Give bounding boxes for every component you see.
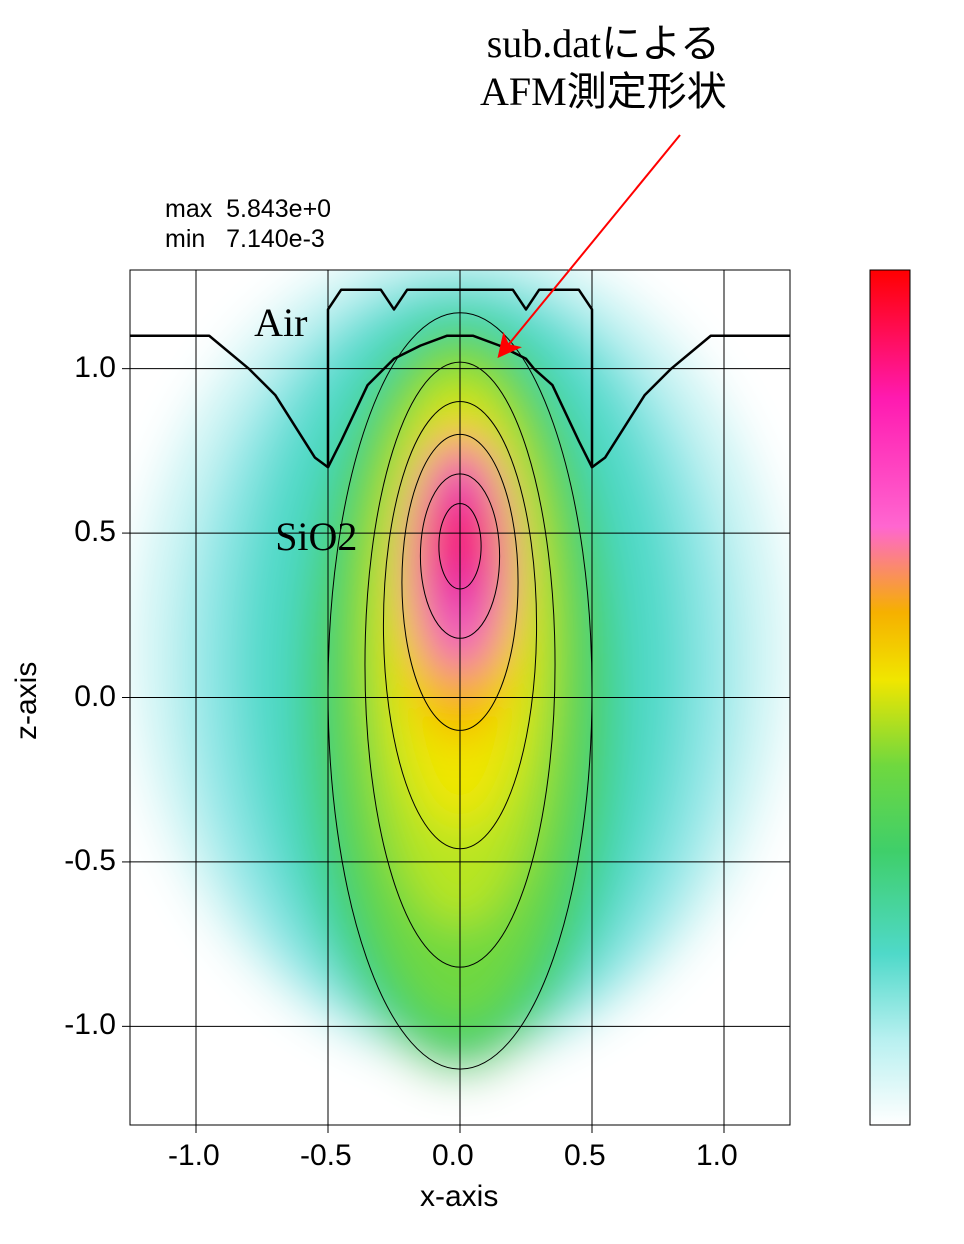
region-label-sio2: SiO2 <box>275 513 357 560</box>
y-tick-label: -0.5 <box>46 844 116 878</box>
y-tick-label: -1.0 <box>46 1008 116 1042</box>
y-tick-label: 0.0 <box>46 680 116 714</box>
x-tick-label: 1.0 <box>696 1139 738 1173</box>
y-axis-label: z-axis <box>10 662 44 740</box>
x-tick-label: 0.5 <box>564 1139 606 1173</box>
figure-svg <box>0 0 964 1244</box>
x-tick-label: -1.0 <box>168 1139 220 1173</box>
y-tick-label: 0.5 <box>46 515 116 549</box>
x-axis-label: x-axis <box>420 1180 498 1214</box>
colorbar <box>870 270 910 1125</box>
x-tick-label: -0.5 <box>300 1139 352 1173</box>
x-tick-label: 0.0 <box>432 1139 474 1173</box>
region-label-air: Air <box>254 299 307 346</box>
y-tick-label: 1.0 <box>46 351 116 385</box>
